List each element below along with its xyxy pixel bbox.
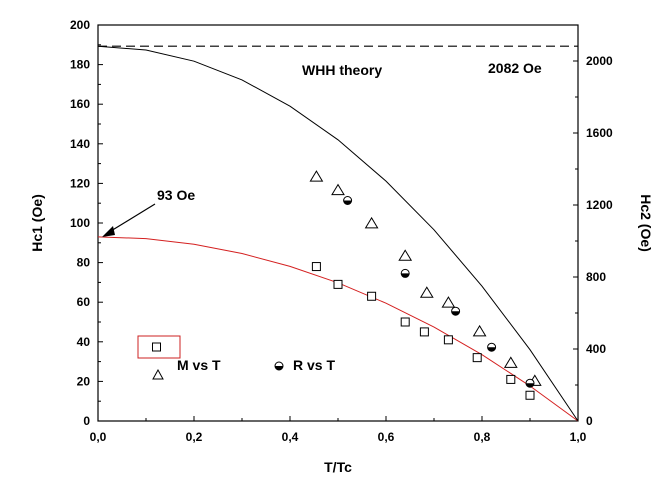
- y-left-tick-label: 100: [70, 216, 90, 230]
- legend-m-vs-t: M vs T: [177, 357, 221, 373]
- hc2-half-circle-point: [487, 342, 497, 352]
- hc2-half-circle-point: [343, 196, 353, 205]
- y-right-tick-label: 2000: [586, 54, 613, 68]
- hc1-square-point: [400, 317, 410, 327]
- hc2-triangle-point: [309, 170, 324, 182]
- plot-frame: [97, 24, 579, 422]
- half-circle-fill: [451, 311, 460, 316]
- legend-square-marker: [152, 342, 161, 352]
- hc2-half-circle-point: [525, 378, 535, 388]
- whh-theory-label: WHH theory: [302, 62, 382, 78]
- hc1-square-point: [525, 390, 535, 400]
- y-left-tick-label: 160: [70, 97, 90, 111]
- half-circle-fill: [343, 200, 352, 205]
- y-right-tick-label: 1200: [586, 198, 613, 212]
- y-left-tick-label: 40: [77, 335, 91, 349]
- legend-triangle-marker: [152, 368, 164, 380]
- hc2-triangle-point: [472, 324, 487, 337]
- y-left-tick-label: 80: [77, 256, 91, 270]
- x-tick-label: 0,0: [90, 430, 107, 444]
- hc1-square-point: [506, 374, 516, 384]
- y-left-tick-label: 0: [83, 414, 90, 428]
- y-right-tick-label: 800: [586, 270, 606, 284]
- marker-group: [309, 170, 542, 400]
- y-left-tick-label: 120: [70, 176, 90, 190]
- y-left-tick-label: 140: [70, 137, 90, 151]
- x-axis-title: T/Tc: [324, 459, 352, 475]
- hc1-square-point: [311, 262, 321, 272]
- hc1-square-point: [333, 279, 343, 289]
- hc2-triangle-point: [364, 216, 379, 229]
- legend-r-vs-t: R vs T: [293, 357, 335, 373]
- hc1-square-point: [367, 291, 377, 301]
- hc2-triangle-point: [441, 296, 456, 308]
- x-tick-label: 0,8: [474, 430, 491, 444]
- hc1-square-point: [472, 353, 482, 363]
- hc1-square-point: [443, 335, 453, 345]
- half-circle-fill: [526, 383, 534, 388]
- y-right-axis-title: Hc2 (Oe): [638, 194, 654, 252]
- y-right-tick-label: 400: [586, 342, 606, 356]
- hc1-fit-curve: [97, 236, 579, 422]
- legend-half-circle-fill: [275, 366, 283, 370]
- x-tick-label: 0,2: [186, 430, 203, 444]
- y-left-axis-title: Hc1 (Oe): [29, 194, 45, 252]
- x-tick-label: 0,4: [282, 430, 299, 444]
- hc2-half-circle-point: [400, 268, 410, 278]
- y-right-tick-label: 0: [586, 414, 593, 428]
- y-left-tick-label: 180: [70, 58, 90, 72]
- tick-group: 0,0 0,2 0,4 0,6 0,8 1,0 0 20 40 60 80 100 120 140 160 1…: [70, 18, 613, 444]
- x-tick-label: 1,0: [570, 430, 587, 444]
- hc2-triangle-point: [503, 356, 518, 368]
- half-circle-fill: [401, 273, 410, 278]
- hc2-triangle-point: [331, 183, 345, 196]
- half-circle-fill: [487, 347, 496, 352]
- hc2-triangle-point: [398, 249, 413, 261]
- y-left-tick-label: 20: [77, 374, 91, 388]
- y-left-tick-label: 60: [77, 295, 91, 309]
- x-tick-label: 0,6: [378, 430, 395, 444]
- hc1-arrow-line: [105, 203, 156, 235]
- hc2-value-label: 2082 Oe: [488, 60, 542, 76]
- hc1-arrow-head: [102, 226, 115, 237]
- y-right-tick-label: 1600: [586, 126, 613, 140]
- hc1-square-point: [419, 327, 429, 337]
- whh-theory-curve: [97, 45, 579, 422]
- hc2-half-circle-point: [451, 306, 461, 316]
- hc2-triangle-point: [419, 286, 434, 298]
- y-left-tick-label: 200: [70, 18, 90, 32]
- legend-highlight-box: [137, 335, 181, 359]
- hc1-value-label: 93 Oe: [157, 187, 195, 203]
